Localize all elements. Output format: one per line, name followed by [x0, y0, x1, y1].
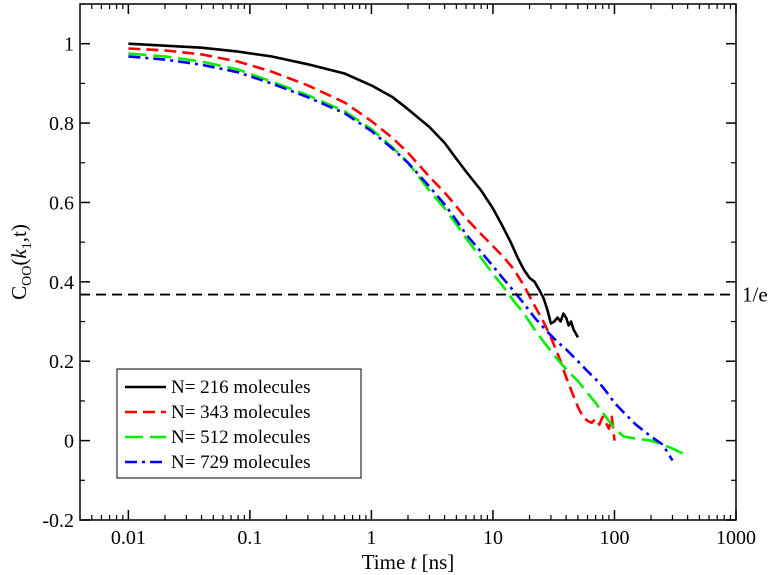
y-tick-label: 0.4 — [49, 272, 74, 294]
series-line-512 — [128, 52, 688, 456]
y-tick-label: 0.6 — [49, 192, 74, 214]
legend-label-343: N= 343 molecules — [171, 402, 310, 423]
x-tick-label: 1 — [366, 527, 376, 549]
x-tick-label: 10 — [483, 527, 503, 549]
x-tick-label: 1000 — [716, 527, 756, 549]
legend-label-512: N= 512 molecules — [171, 427, 310, 448]
legend-label-729: N= 729 molecules — [171, 452, 310, 473]
series-line-343 — [128, 47, 616, 441]
x-tick-label: 0.01 — [111, 527, 146, 549]
y-axis-title: COO(k1,t) — [7, 224, 35, 300]
x-axis-title: Time t [ns] — [362, 550, 455, 574]
y-tick-label: 0 — [64, 431, 74, 453]
y-tick-label: 0.2 — [49, 351, 74, 373]
x-tick-label: 0.1 — [237, 527, 262, 549]
reference-line-label: 1/e — [742, 283, 768, 307]
legend-box — [116, 368, 362, 479]
x-tick-label: 100 — [599, 527, 629, 549]
legend-label-216: N= 216 molecules — [171, 377, 310, 398]
series-line-216 — [128, 42, 580, 339]
y-tick-label: -0.2 — [42, 510, 74, 532]
axis-ticks: 0.01 0.1 1 10 100 1000 -0.2 0 0.2 0.4 0.6 0.8 1 — [42, 3, 756, 549]
series-line-729 — [128, 55, 674, 462]
series-layer — [128, 42, 688, 462]
y-tick-label: 1 — [64, 34, 74, 56]
legend: N= 216 molecules N= 343 molecules N= 512… — [116, 368, 362, 479]
y-tick-label: 0.8 — [49, 113, 74, 135]
